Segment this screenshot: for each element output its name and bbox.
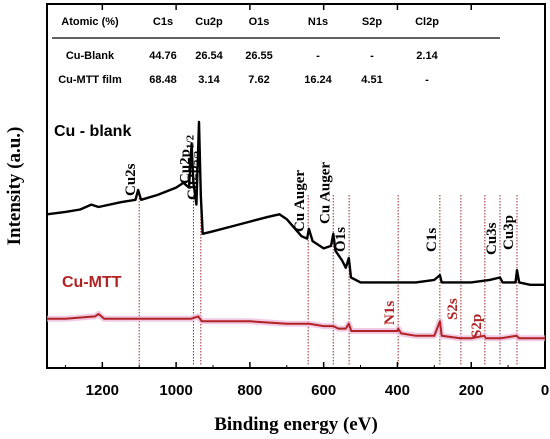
table-cell: 3.14 <box>198 74 220 86</box>
table-cell: 2.14 <box>416 50 438 62</box>
atomic-composition-table: Atomic (%) C1s Cu2p O1s N1s S2p Cl2p Cu-Blank 44… <box>52 16 500 86</box>
x-tick-label: 1200 <box>86 382 119 399</box>
table-header-cell: C1s <box>153 16 173 28</box>
table-header-cell: O1s <box>249 16 270 28</box>
x-axis-ticks: 1200 1000 800 600 400 200 0 <box>64 4 549 399</box>
table-header-cell: Atomic (%) <box>61 16 119 28</box>
peak-label: Cu2p1/2 <box>177 134 196 184</box>
table-cell: 44.76 <box>149 50 177 62</box>
peak-label-red: S2p <box>469 314 485 338</box>
x-tick-label: 200 <box>459 382 484 399</box>
table-cell: - <box>316 50 320 62</box>
series-cu-mtt-line <box>47 313 545 340</box>
table-cell: 7.62 <box>248 74 269 86</box>
table-cell: - <box>370 50 374 62</box>
table-header-cell: S2p <box>362 16 382 28</box>
x-tick-label: 800 <box>237 382 262 399</box>
table-cell: 68.48 <box>149 74 177 86</box>
peak-label: Cu3p <box>501 215 517 250</box>
table-cell: 16.24 <box>304 74 332 86</box>
series-label-cu-blank: Cu - blank <box>54 123 131 140</box>
table-cell: 26.55 <box>245 50 273 62</box>
x-tick-label: 0 <box>541 382 549 399</box>
y-axis-title: Intensity (a.u.) <box>4 127 25 246</box>
spectra <box>46 120 545 342</box>
peak-label: Cu2p3/2 <box>185 150 204 200</box>
peak-label-red: S2s <box>445 298 461 320</box>
table-header-cell: N1s <box>308 16 328 28</box>
table-header-cell: Cl2p <box>415 16 439 28</box>
table-cell: - <box>425 74 429 86</box>
x-tick-label: 1000 <box>159 382 192 399</box>
x-tick-label: 600 <box>311 382 336 399</box>
plot-frame <box>46 3 546 369</box>
peak-label: O1s <box>333 227 349 252</box>
x-axis-title: Binding energy (eV) <box>214 414 378 435</box>
peak-label: C1s <box>424 228 440 252</box>
x-tick-label: 400 <box>385 382 410 399</box>
peak-label: Cu Auger <box>317 162 333 224</box>
table-cell: Cu-Blank <box>66 50 115 62</box>
peak-label: Cu2s <box>123 163 139 196</box>
peak-label: Cu Auger <box>292 170 308 232</box>
table-cell: Cu-MTT film <box>58 74 122 86</box>
table-cell: 26.54 <box>195 50 223 62</box>
table-header-cell: Cu2p <box>195 16 223 28</box>
series-label-cu-mtt: Cu-MTT <box>62 274 122 291</box>
table-cell: 4.51 <box>361 74 382 86</box>
series-cu-blank-line <box>46 120 545 286</box>
peak-label-red: N1s <box>382 301 398 325</box>
peak-label: Cu3s <box>484 222 500 255</box>
